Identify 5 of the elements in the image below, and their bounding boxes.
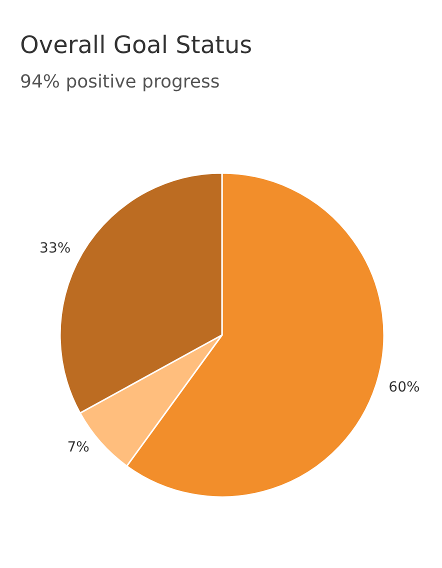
data-label: 60% [388, 380, 420, 396]
data-label: 33% [40, 240, 71, 256]
chart-subtitle: 94% positive progress [20, 72, 220, 92]
chart-title: Overall Goal Status [20, 31, 252, 59]
data-label: 7% [67, 439, 90, 456]
